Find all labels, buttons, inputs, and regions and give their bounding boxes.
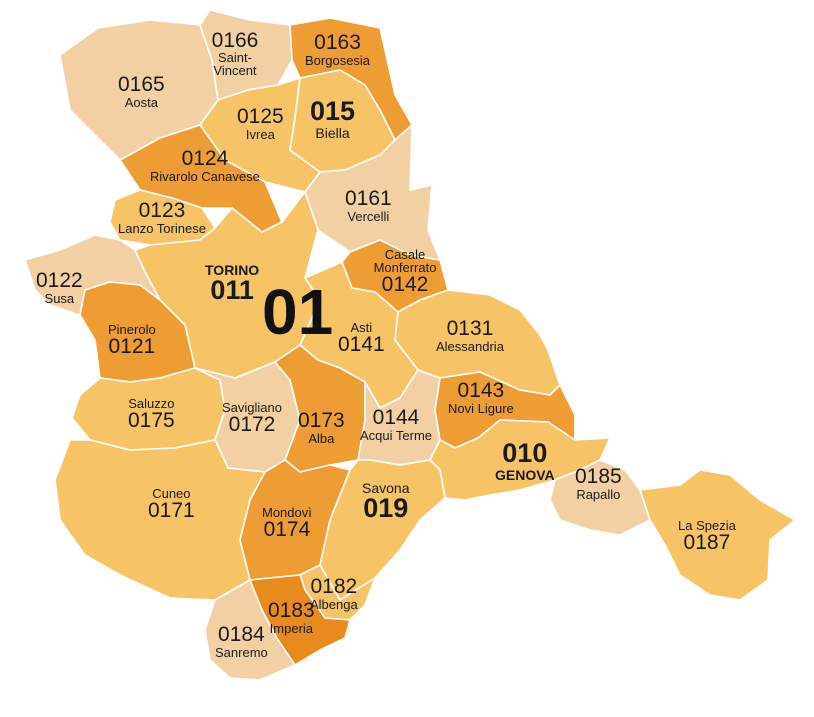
area-code: 0183: [268, 599, 315, 622]
area-name: Vercelli: [347, 209, 390, 224]
area-code: 0184: [218, 623, 265, 646]
area-name: Novi Ligure: [448, 401, 514, 416]
area-code: 0121: [108, 335, 156, 358]
area-code: 0124: [181, 147, 229, 170]
area-name: Borgosesia: [305, 53, 371, 68]
label-0123: 0123 Lanzo Torinese: [118, 200, 206, 235]
area-code: 0171: [148, 499, 195, 522]
label-0165: 0165 Aosta: [118, 74, 165, 109]
label-0174: Mondovì 0174: [262, 505, 312, 540]
area-code: 0123: [138, 199, 186, 222]
label-015: 015 Biella: [310, 96, 356, 141]
area-code: 0172: [228, 413, 276, 436]
label-0183: 0183 Imperia: [268, 600, 315, 635]
area-name: Saint-Vincent: [213, 50, 257, 78]
area-name: Mondovì: [262, 505, 312, 520]
area-name: Sanremo: [215, 645, 268, 660]
label-0163: 0163 Borgosesia: [305, 32, 370, 67]
area-code: 015: [310, 96, 356, 126]
area-name: Rivarolo Canavese: [150, 169, 260, 184]
area-code: 0122: [36, 269, 83, 292]
label-0166: 0166 Saint-Vincent: [205, 30, 265, 77]
area-name: La Spezia: [678, 518, 736, 533]
area-code: 010: [502, 438, 548, 468]
label-0185: 0185 Rapallo: [575, 466, 622, 501]
area-code: 0141: [338, 333, 385, 356]
label-0182: 0182 Albenga: [310, 576, 358, 611]
label-0161: 0161 Vercelli: [345, 188, 392, 223]
area-name: Imperia: [269, 621, 314, 636]
area-name: Casale Monferrato: [373, 247, 437, 275]
label-0131: 0131 Alessandria: [436, 318, 504, 353]
area-code: 0175: [128, 409, 175, 432]
label-0172: Savigliano 0172: [222, 400, 282, 435]
area-name: Savona: [362, 480, 410, 496]
area-name: Biella: [315, 125, 350, 141]
area-name: Alba: [308, 431, 335, 446]
label-019: Savona 019: [362, 480, 409, 522]
area-code: 0131: [446, 317, 494, 340]
area-name: Rapallo: [576, 487, 621, 502]
area-name: Saluzzo: [128, 396, 175, 411]
area-name: Susa: [44, 291, 75, 306]
area-name: Albenga: [310, 597, 358, 612]
label-0187: La Spezia 0187: [678, 518, 736, 553]
label-0143: 0143 Novi Ligure: [448, 380, 514, 415]
area-name: GENOVA: [495, 467, 555, 483]
area-code: 0187: [683, 531, 731, 554]
label-0141: Asti 0141: [338, 320, 385, 355]
area-code: 0125: [237, 105, 284, 128]
area-code: 0144: [372, 406, 420, 429]
area-name: Pinerolo: [108, 322, 156, 337]
label-0124: 0124 Rivarolo Canavese: [150, 148, 260, 183]
area-code: 019: [363, 493, 409, 523]
label-0144: 0144 Acqui Terme: [360, 407, 432, 442]
area-name: Ivrea: [245, 127, 275, 142]
area-code: 0165: [118, 73, 165, 96]
area-name: Savigliano: [222, 400, 282, 415]
area-code: 0174: [263, 518, 311, 541]
area-0187-region[interactable]: [639, 469, 796, 601]
area-code: 0143: [457, 379, 505, 402]
area-name: Alessandria: [436, 339, 504, 354]
area-0184-region[interactable]: [204, 579, 296, 681]
area-code: 0185: [575, 465, 622, 488]
area-name: Cuneo: [152, 486, 191, 501]
label-0121: Pinerolo 0121: [108, 322, 156, 357]
label-010: 010 GENOVA: [495, 438, 555, 483]
label-0125: 0125 Ivrea: [237, 106, 284, 141]
area-name: TORINO: [205, 262, 260, 278]
area-code: 0161: [345, 187, 392, 210]
area-name: Aosta: [124, 95, 158, 110]
label-0184: 0184 Sanremo: [215, 624, 268, 659]
area-code: 0166: [211, 29, 259, 52]
area-code: 0173: [298, 409, 345, 432]
label-0122: 0122 Susa: [36, 270, 83, 305]
label-0175: Saluzzo 0175: [128, 396, 175, 431]
label-011: TORINO 011: [205, 262, 259, 304]
label-0171: Cuneo 0171: [148, 486, 195, 521]
area-name: Acqui Terme: [360, 428, 433, 443]
macro-district-code: 01: [262, 276, 334, 348]
label-0173: 0173 Alba: [298, 410, 345, 445]
area-code: 0142: [381, 273, 429, 296]
area-code: 011: [210, 275, 254, 305]
area-name: Lanzo Torinese: [118, 221, 206, 236]
label-0142: Casale Monferrato 0142: [365, 248, 445, 295]
area-code: 0182: [310, 575, 358, 598]
area-code: 0163: [314, 31, 361, 54]
area-name: Asti: [350, 320, 373, 335]
area-0166-region[interactable]: [199, 9, 293, 101]
